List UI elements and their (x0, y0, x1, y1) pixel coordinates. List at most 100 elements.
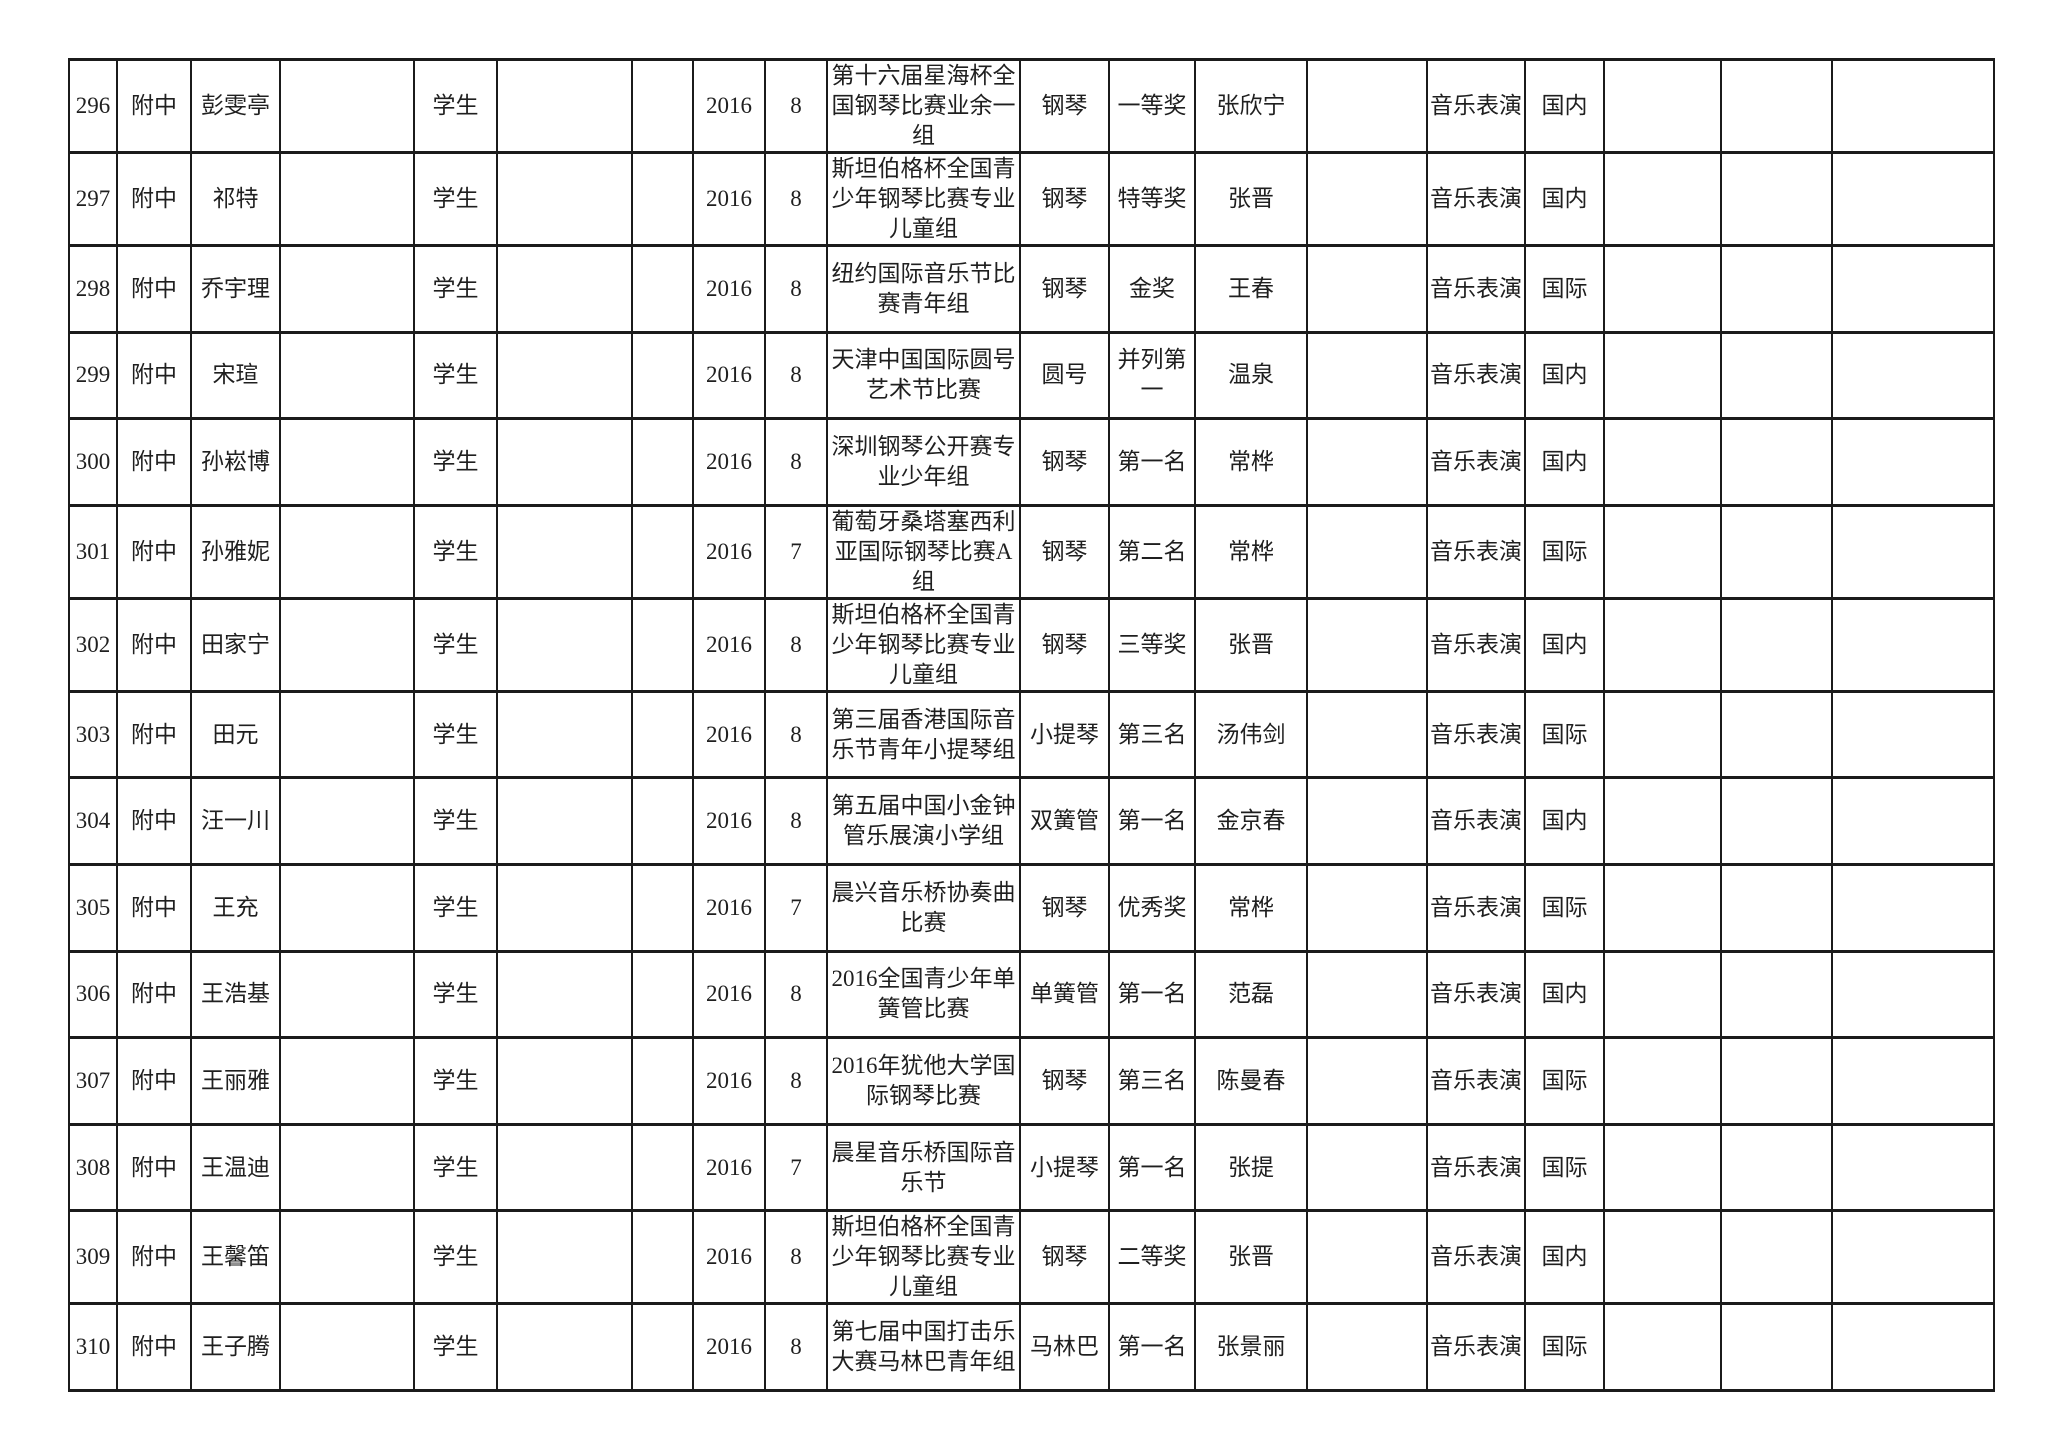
cell-empty (496, 1036, 633, 1126)
cell-scope: 国内 (1524, 330, 1605, 421)
cell-row-number: 304 (68, 776, 118, 866)
cell-school: 附中 (116, 503, 192, 600)
cell-school: 附中 (116, 417, 192, 507)
cell-instrument: 钢琴 (1019, 244, 1110, 334)
cell-award: 二等奖 (1108, 1209, 1196, 1306)
cell-instrument: 钢琴 (1019, 151, 1110, 247)
cell-role: 学生 (413, 503, 498, 600)
cell-role: 学生 (413, 417, 498, 507)
cell-month: 8 (764, 330, 828, 421)
cell-empty (1831, 417, 1995, 507)
cell-empty (1720, 1209, 1833, 1306)
cell-competition: 第十六届星海杯全国钢琴比赛业余一组 (826, 58, 1021, 154)
cell-empty (279, 862, 415, 953)
table-row: 302 附中 田家宁 学生 2016 8 斯坦伯格杯全国青少年钢琴比赛专业儿童组… (68, 596, 1995, 693)
cell-row-number: 301 (68, 503, 118, 600)
cell-empty (1306, 330, 1428, 421)
table-row: 300 附中 孙崧博 学生 2016 8 深圳钢琴公开赛专业少年组 钢琴 第一名… (68, 417, 1995, 507)
table-row: 308 附中 王温迪 学生 2016 7 晨星音乐桥国际音乐节 小提琴 第一名 … (68, 1122, 1995, 1213)
cell-empty (279, 1036, 415, 1126)
cell-major-field: 音乐表演 (1426, 689, 1526, 780)
awards-table: 296 附中 彭雯亭 学生 2016 8 第十六届星海杯全国钢琴比赛业余一组 钢… (68, 58, 1995, 1392)
cell-competition: 天津中国国际圆号艺术节比赛 (826, 330, 1021, 421)
cell-empty (631, 151, 694, 247)
cell-role: 学生 (413, 1036, 498, 1126)
cell-empty (496, 1302, 633, 1392)
cell-empty (1831, 862, 1995, 953)
cell-school: 附中 (116, 949, 192, 1040)
cell-scope: 国际 (1524, 862, 1605, 953)
cell-scope: 国际 (1524, 244, 1605, 334)
cell-major-field: 音乐表演 (1426, 151, 1526, 247)
cell-award: 第一名 (1108, 776, 1196, 866)
cell-person-name: 王馨笛 (190, 1209, 281, 1306)
cell-award: 第一名 (1108, 949, 1196, 1040)
cell-empty (1603, 689, 1722, 780)
cell-teacher: 金京春 (1194, 776, 1308, 866)
cell-month: 8 (764, 1302, 828, 1392)
cell-school: 附中 (116, 596, 192, 693)
cell-year: 2016 (692, 1036, 766, 1126)
cell-empty (496, 1209, 633, 1306)
cell-empty (496, 58, 633, 154)
cell-school: 附中 (116, 1209, 192, 1306)
cell-empty (1831, 330, 1995, 421)
cell-empty (1603, 1036, 1722, 1126)
cell-empty (1306, 1302, 1428, 1392)
cell-teacher: 张欣宁 (1194, 58, 1308, 154)
cell-empty (279, 1302, 415, 1392)
cell-empty (279, 949, 415, 1040)
cell-month: 8 (764, 151, 828, 247)
cell-competition: 晨星音乐桥国际音乐节 (826, 1122, 1021, 1213)
table-row: 304 附中 汪一川 学生 2016 8 第五届中国小金钟管乐展演小学组 双簧管… (68, 776, 1995, 866)
table-row: 305 附中 王充 学生 2016 7 晨兴音乐桥协奏曲比赛 钢琴 优秀奖 常桦… (68, 862, 1995, 953)
cell-year: 2016 (692, 151, 766, 247)
cell-empty (279, 689, 415, 780)
cell-empty (496, 1122, 633, 1213)
cell-empty (1603, 776, 1722, 866)
cell-year: 2016 (692, 862, 766, 953)
cell-empty (1831, 244, 1995, 334)
cell-row-number: 300 (68, 417, 118, 507)
cell-empty (1306, 58, 1428, 154)
cell-teacher: 陈曼春 (1194, 1036, 1308, 1126)
cell-competition: 葡萄牙桑塔塞西利亚国际钢琴比赛A组 (826, 503, 1021, 600)
cell-major-field: 音乐表演 (1426, 330, 1526, 421)
cell-row-number: 306 (68, 949, 118, 1040)
cell-empty (1720, 1302, 1833, 1392)
cell-row-number: 298 (68, 244, 118, 334)
cell-year: 2016 (692, 503, 766, 600)
cell-competition: 斯坦伯格杯全国青少年钢琴比赛专业儿童组 (826, 1209, 1021, 1306)
cell-month: 8 (764, 244, 828, 334)
cell-empty (496, 417, 633, 507)
cell-role: 学生 (413, 1122, 498, 1213)
cell-person-name: 田元 (190, 689, 281, 780)
cell-role: 学生 (413, 244, 498, 334)
cell-empty (1306, 949, 1428, 1040)
cell-instrument: 钢琴 (1019, 58, 1110, 154)
cell-empty (1720, 244, 1833, 334)
cell-empty (1603, 949, 1722, 1040)
cell-instrument: 单簧管 (1019, 949, 1110, 1040)
cell-empty (496, 862, 633, 953)
cell-month: 7 (764, 862, 828, 953)
cell-empty (1306, 689, 1428, 780)
cell-instrument: 钢琴 (1019, 596, 1110, 693)
cell-empty (1831, 1036, 1995, 1126)
cell-empty (1306, 1209, 1428, 1306)
cell-school: 附中 (116, 244, 192, 334)
cell-month: 8 (764, 776, 828, 866)
cell-empty (631, 596, 694, 693)
cell-empty (279, 417, 415, 507)
cell-teacher: 张提 (1194, 1122, 1308, 1213)
cell-award: 第三名 (1108, 1036, 1196, 1126)
cell-empty (1306, 417, 1428, 507)
cell-empty (631, 417, 694, 507)
cell-empty (1306, 244, 1428, 334)
cell-person-name: 祁特 (190, 151, 281, 247)
cell-person-name: 王浩基 (190, 949, 281, 1040)
cell-person-name: 宋瑄 (190, 330, 281, 421)
cell-empty (1720, 58, 1833, 154)
table-row: 303 附中 田元 学生 2016 8 第三届香港国际音乐节青年小提琴组 小提琴… (68, 689, 1995, 780)
